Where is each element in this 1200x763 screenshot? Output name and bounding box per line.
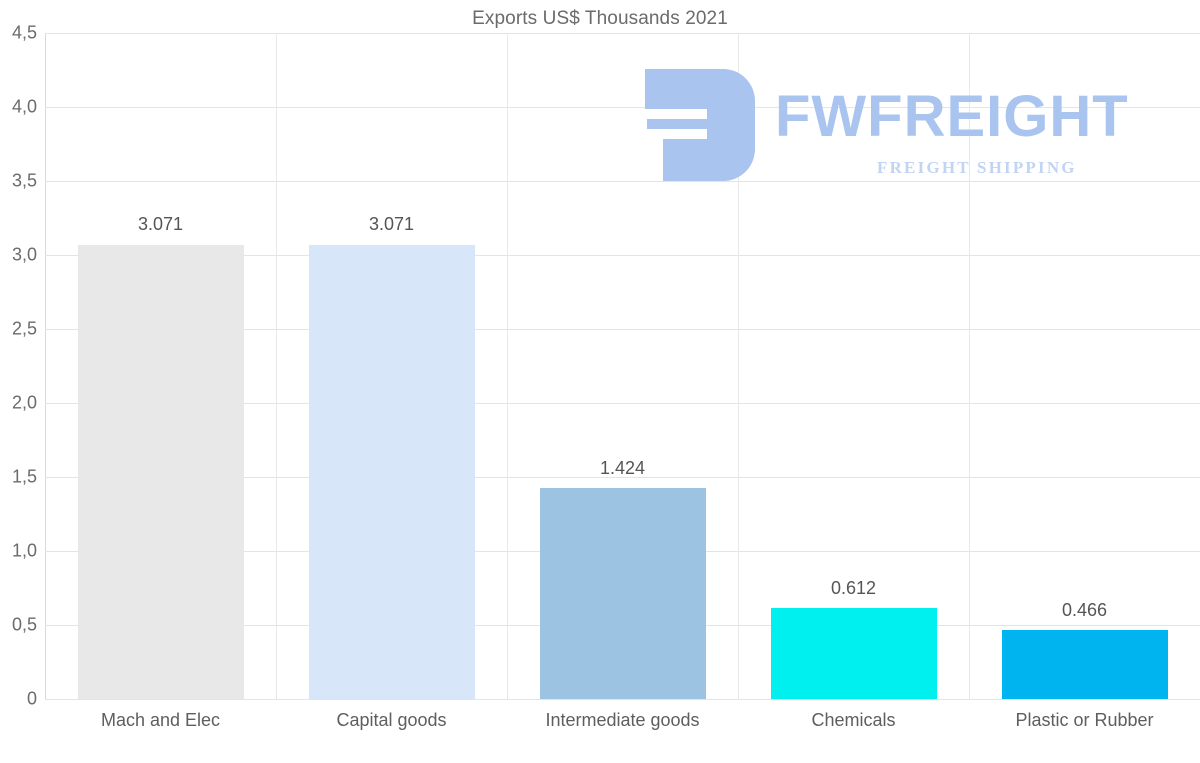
chart-title: Exports US$ Thousands 2021 xyxy=(472,8,728,29)
gridline-horizontal xyxy=(45,477,1200,478)
y-axis-line xyxy=(45,33,46,700)
bar-value-label: 3.071 xyxy=(368,214,415,235)
gridline-horizontal xyxy=(45,403,1200,404)
gridline-horizontal xyxy=(45,255,1200,256)
gridline-vertical xyxy=(276,33,277,699)
y-axis-tick-label: 0 xyxy=(26,688,37,709)
x-axis-category-label: Intermediate goods xyxy=(545,710,700,730)
x-axis-category-label: Mach and Elec xyxy=(100,710,221,730)
y-axis-tick-label: 3,5 xyxy=(11,170,37,191)
gridline-vertical xyxy=(969,33,970,699)
y-axis-tick-label: 0,5 xyxy=(11,614,37,635)
gridline-horizontal xyxy=(45,329,1200,330)
gridline-vertical xyxy=(738,33,739,699)
bar-value-label: 3.071 xyxy=(137,214,184,235)
gridline-horizontal xyxy=(45,33,1200,34)
gridline-horizontal xyxy=(45,181,1200,182)
bar[interactable] xyxy=(770,608,937,699)
y-axis-tick-label: 4,0 xyxy=(11,96,37,117)
plot-area xyxy=(45,33,1200,700)
y-axis-tick-label: 1,0 xyxy=(11,540,37,561)
y-axis-tick-label: 3,0 xyxy=(11,244,37,265)
bar-value-label: 0.466 xyxy=(1061,600,1108,621)
gridline-horizontal xyxy=(45,107,1200,108)
y-axis-tick-label: 4,5 xyxy=(11,22,37,43)
bar[interactable] xyxy=(308,244,475,699)
bar-value-label: 1.424 xyxy=(599,458,646,479)
y-axis-tick-label: 1,5 xyxy=(11,466,37,487)
x-axis-category-label: Capital goods xyxy=(336,710,447,730)
bar[interactable] xyxy=(77,244,244,699)
gridline-horizontal xyxy=(45,699,1200,700)
y-axis-tick-label: 2,0 xyxy=(11,392,37,413)
bar[interactable] xyxy=(539,488,706,699)
x-axis-category-label: Chemicals xyxy=(811,710,896,730)
x-axis-category-label: Plastic or Rubber xyxy=(1015,710,1154,730)
gridline-vertical xyxy=(507,33,508,699)
y-axis-tick-label: 2,5 xyxy=(11,318,37,339)
bar[interactable] xyxy=(1001,630,1168,699)
bar-value-label: 0.612 xyxy=(830,578,877,599)
